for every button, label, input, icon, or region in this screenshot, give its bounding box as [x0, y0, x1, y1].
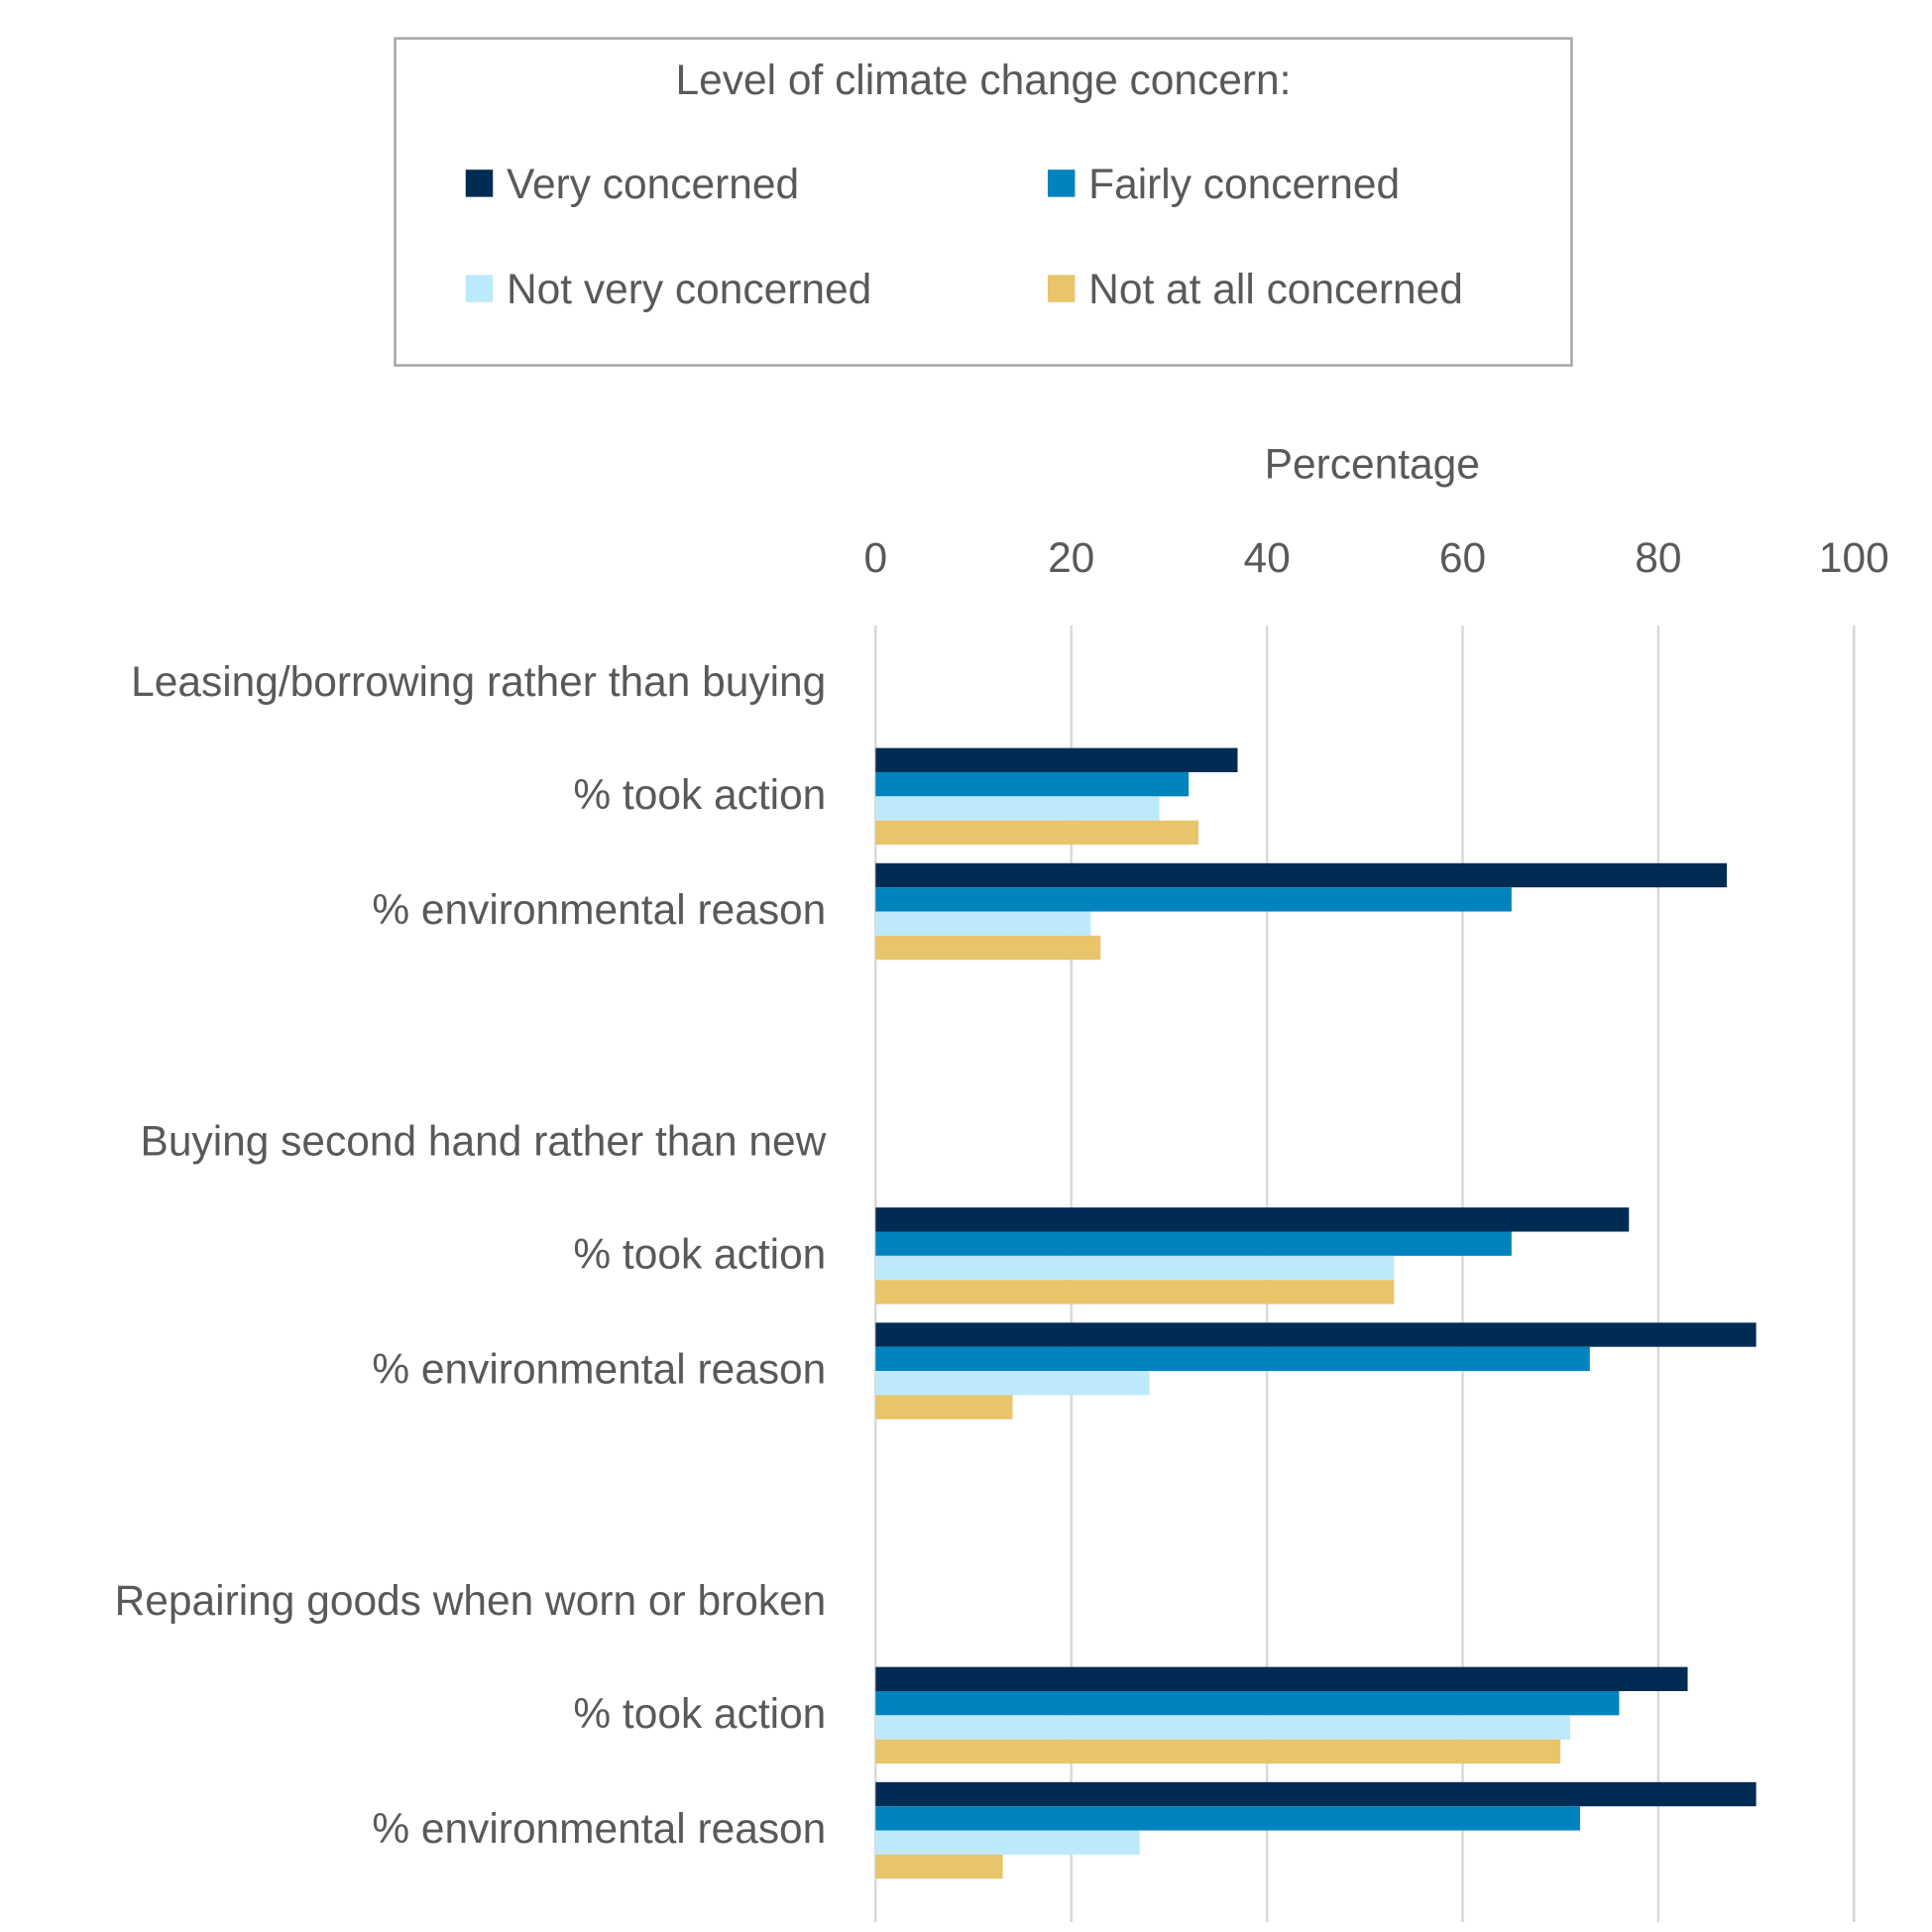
bar — [875, 1231, 1512, 1256]
legend-swatch — [1047, 275, 1076, 302]
x-tick-label: 80 — [1635, 534, 1681, 581]
group-label: Buying second hand rather than new — [141, 1118, 827, 1165]
category-label: % took action — [573, 771, 826, 818]
x-tick-label: 40 — [1243, 534, 1290, 581]
bar — [875, 1854, 1003, 1879]
category-label: % environmental reason — [372, 886, 826, 933]
bar — [875, 1371, 1150, 1396]
bar — [875, 1322, 1757, 1347]
bar — [875, 1255, 1395, 1281]
bar — [875, 1830, 1140, 1855]
legend-title: Level of climate change concern: — [676, 57, 1292, 103]
bar — [875, 935, 1101, 961]
bar — [875, 1715, 1571, 1740]
x-tick-label: 100 — [1819, 534, 1889, 581]
bar — [875, 887, 1512, 912]
bar — [875, 747, 1238, 772]
bar — [875, 796, 1160, 821]
bar — [875, 911, 1091, 936]
bar — [875, 1690, 1620, 1716]
category-label: % took action — [573, 1690, 826, 1737]
category-label: % environmental reason — [372, 1346, 826, 1393]
legend-label: Not at all concerned — [1088, 266, 1463, 312]
legend-label: Fairly concerned — [1088, 161, 1400, 207]
bar — [875, 1739, 1561, 1764]
group-label: Repairing goods when worn or broken — [115, 1577, 827, 1624]
category-label: % took action — [573, 1230, 826, 1277]
x-axis: Percentage 0 20 40 60 80 100 — [863, 440, 1888, 581]
bar — [875, 1346, 1590, 1372]
x-tick-label: 60 — [1439, 534, 1486, 581]
legend-swatch — [465, 170, 494, 197]
legend-label: Not very concerned — [507, 266, 871, 312]
bar — [875, 1395, 1013, 1420]
bar — [875, 1280, 1395, 1305]
bar — [875, 1207, 1630, 1232]
bar — [875, 820, 1199, 846]
legend: Level of climate change concern: Very co… — [394, 37, 1573, 367]
x-tick-label: 20 — [1048, 534, 1094, 581]
legend-swatch — [465, 275, 494, 302]
group-label: Leasing/borrowing rather than buying — [131, 658, 826, 705]
x-axis-label: Percentage — [1265, 440, 1480, 487]
bar — [875, 1781, 1757, 1807]
bar — [875, 1666, 1688, 1691]
legend-swatch — [1047, 170, 1076, 197]
bar — [875, 1806, 1580, 1831]
legend-box — [394, 37, 1573, 367]
bar — [875, 862, 1727, 888]
category-label: % environmental reason — [372, 1805, 826, 1852]
bars — [875, 747, 1757, 1879]
x-tick-label: 0 — [863, 534, 887, 581]
category-labels: Leasing/borrowing rather than buying % to… — [115, 658, 827, 1852]
legend-label: Very concerned — [507, 161, 799, 207]
bar — [875, 771, 1190, 797]
